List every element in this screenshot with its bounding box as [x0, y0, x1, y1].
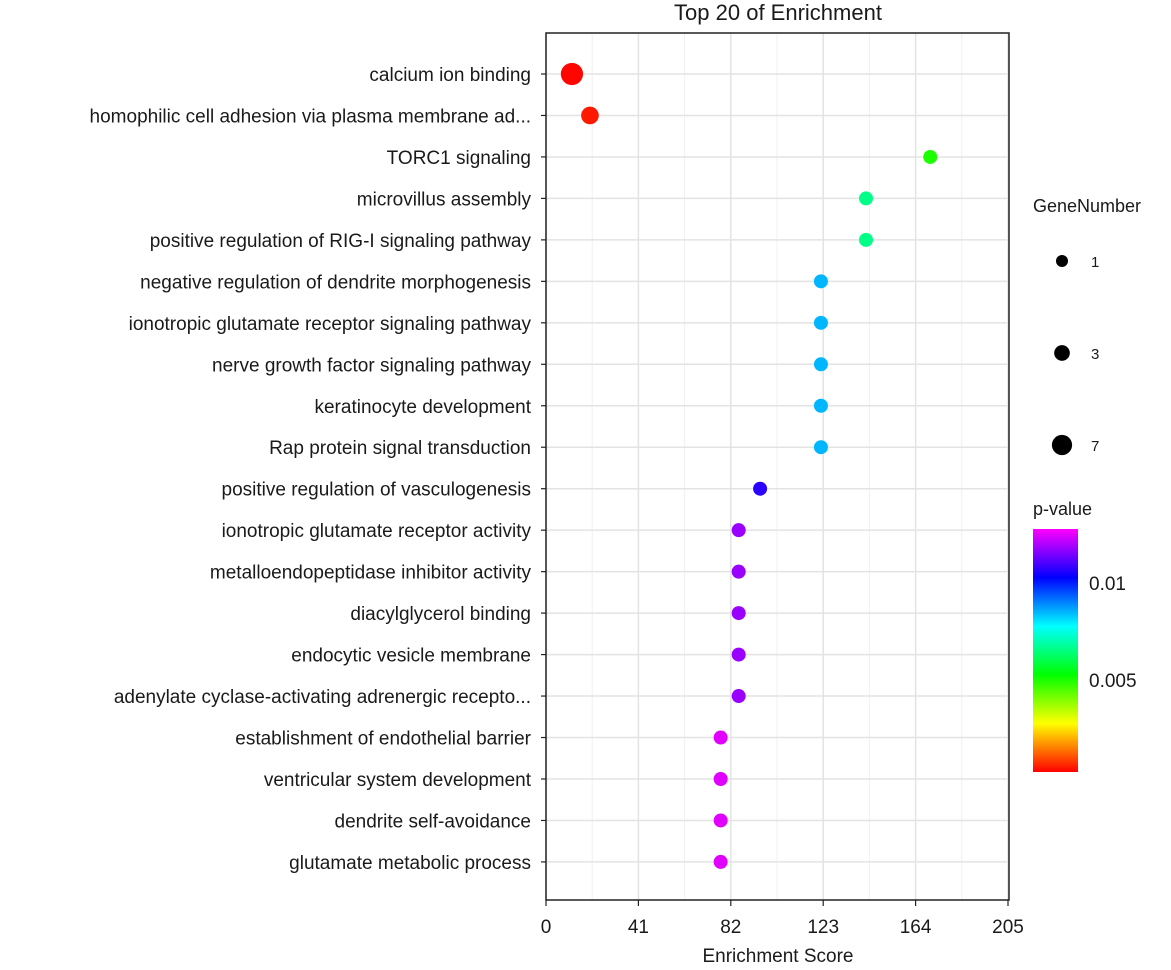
data-point	[859, 232, 874, 247]
color-legend-title: p-value	[1033, 499, 1092, 519]
y-tick-label: negative regulation of dendrite morphoge…	[140, 272, 531, 293]
y-tick-label: ventricular system development	[264, 770, 532, 791]
chart-title: Top 20 of Enrichment	[674, 0, 882, 25]
y-tick-label: TORC1 signaling	[387, 148, 531, 169]
data-point	[731, 606, 746, 621]
x-axis-title: Enrichment Score	[702, 946, 853, 965]
y-tick-label: ionotropic glutamate receptor signaling …	[129, 314, 532, 335]
data-point	[813, 357, 828, 372]
y-tick-label: nerve growth factor signaling pathway	[212, 355, 531, 376]
data-point	[731, 564, 746, 579]
size-legend-dot	[1054, 345, 1070, 361]
data-point	[713, 854, 728, 869]
data-point	[813, 398, 828, 413]
size-legend-label: 7	[1091, 438, 1099, 455]
size-legend-dot	[1056, 255, 1068, 267]
y-tick-label: calcium ion binding	[369, 65, 531, 86]
y-tick-label: Rap protein signal transduction	[269, 438, 531, 459]
x-axis: 0 41 82 123 164 205	[541, 900, 1024, 938]
y-tick-label: positive regulation of RIG-I signaling p…	[150, 231, 532, 252]
data-point	[813, 315, 828, 330]
color-bar	[1033, 529, 1078, 772]
y-tick-label: positive regulation of vasculogenesis	[222, 480, 531, 501]
y-axis-labels: calcium ion binding homophilic cell adhes…	[90, 65, 546, 874]
y-tick-label: adenylate cyclase-activating adrenergic …	[114, 687, 531, 708]
x-tick-label: 123	[807, 917, 839, 938]
data-point	[731, 523, 746, 538]
x-tick-label: 41	[628, 917, 649, 938]
size-legend: GeneNumber 1 3 7	[1033, 196, 1141, 456]
x-tick-label: 82	[720, 917, 741, 938]
y-tick-label: diacylglycerol binding	[350, 604, 531, 625]
y-tick-label: dendrite self-avoidance	[335, 811, 531, 832]
data-point	[560, 62, 584, 86]
data-point	[753, 481, 768, 496]
data-point	[731, 689, 746, 704]
size-legend-label: 1	[1091, 254, 1099, 271]
data-point	[581, 106, 599, 125]
data-point	[813, 274, 828, 289]
data-point	[713, 730, 728, 745]
size-legend-dot	[1051, 434, 1073, 456]
y-tick-label: homophilic cell adhesion via plasma memb…	[90, 106, 531, 127]
data-points	[560, 62, 938, 869]
y-tick-label: microvillus assembly	[357, 189, 532, 210]
x-tick-label: 205	[992, 917, 1024, 938]
color-legend: p-value 0.01 0.005	[1033, 499, 1137, 772]
data-point	[923, 149, 938, 164]
size-legend-title: GeneNumber	[1033, 196, 1141, 216]
data-point	[813, 440, 828, 455]
data-point	[713, 771, 728, 786]
grid-lines	[545, 33, 1009, 900]
color-legend-label: 0.01	[1089, 574, 1126, 595]
y-tick-label: metalloendopeptidase inhibitor activity	[210, 563, 532, 584]
y-tick-label: keratinocyte development	[314, 397, 531, 418]
data-point	[859, 191, 874, 206]
size-legend-label: 3	[1091, 346, 1099, 363]
y-tick-label: ionotropic glutamate receptor activity	[222, 521, 532, 542]
data-point	[713, 813, 728, 828]
y-tick-label: endocytic vesicle membrane	[291, 646, 531, 667]
x-tick-label: 164	[900, 917, 932, 938]
plot-frame	[545, 32, 1010, 901]
x-tick-label: 0	[541, 917, 552, 938]
data-point	[731, 647, 746, 662]
y-tick-label: glutamate metabolic process	[289, 853, 531, 874]
y-tick-label: establishment of endothelial barrier	[235, 729, 531, 750]
color-legend-label: 0.005	[1089, 671, 1137, 692]
